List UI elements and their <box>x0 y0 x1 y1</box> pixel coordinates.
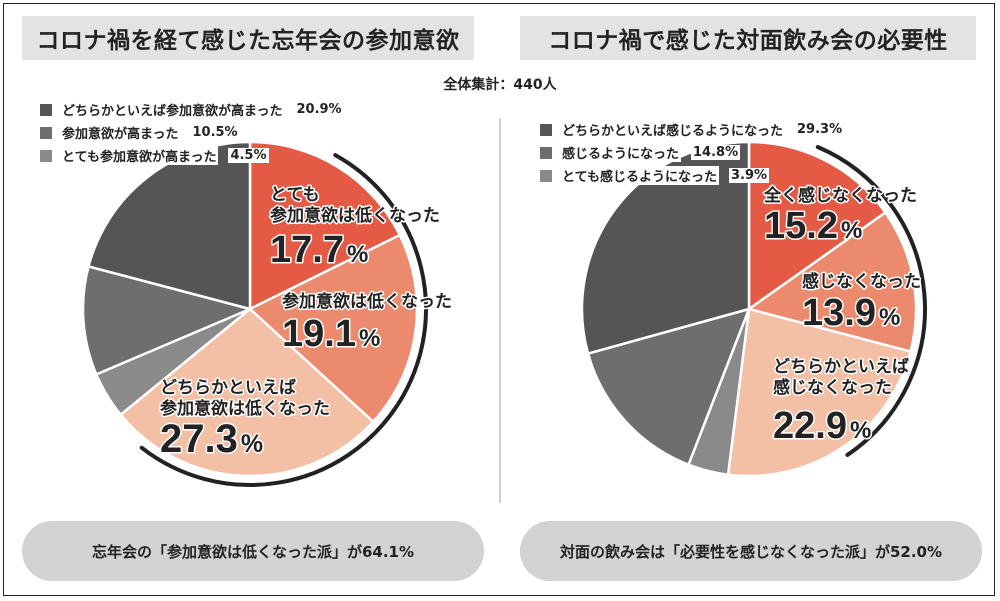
slice-label: とても <box>270 185 320 205</box>
pie-slice <box>586 307 752 467</box>
pie-slice <box>248 140 402 312</box>
slice-percent: 17.7% <box>270 229 368 271</box>
outer-arc <box>815 144 928 457</box>
legend-label: 参加意欲が高まった <box>60 123 181 142</box>
legend-item: どちらかといえば参加意欲が高まった 20.9% <box>40 98 344 121</box>
pie-slice <box>86 140 252 311</box>
legend-item: 感じるようになった 14.8% <box>540 141 844 164</box>
legend-value: 3.9% <box>728 168 770 183</box>
legend-item: 参加意欲が高まった 10.5% <box>40 121 344 144</box>
slice-percent: 15.2% <box>764 205 862 247</box>
slice-label: 参加意欲は低くなった <box>282 291 452 312</box>
legend-value: 14.8% <box>691 145 741 160</box>
slice-percent: 22.9% <box>773 405 871 447</box>
legend-label: どちらかといえば参加意欲が高まった <box>60 100 285 119</box>
slice-label: 全く感じなくなった <box>763 185 917 206</box>
pie-slice <box>747 140 888 312</box>
pie-slice <box>118 307 375 478</box>
legend-label: どちらかといえば感じるようになった <box>560 120 786 139</box>
legend-label: 感じるようになった <box>560 143 682 162</box>
pie-slice <box>746 210 918 354</box>
total-respondents: 全体集計：440人 <box>443 77 557 93</box>
slice-label: 参加意欲は低くなった <box>270 205 440 226</box>
summary-left: 忘年会の「参加意欲は低くなった派」が64.1% <box>22 521 484 581</box>
slice-label: どちらかといえば <box>773 357 909 377</box>
slice-label: 感じなくなった <box>802 271 921 292</box>
center-divider <box>499 118 501 503</box>
slice-percent: 27.3% <box>160 417 263 461</box>
chart-title-right: コロナ禍で感じた対面飲み会の必要性 <box>520 16 976 60</box>
pie-slice <box>247 233 419 424</box>
legend-swatch <box>40 126 52 139</box>
legend-label: とても感じるようになった <box>560 166 719 185</box>
legend-item: とても感じるようになった 3.9% <box>540 164 844 187</box>
legend-right: どちらかといえば感じるようになった 29.3% 感じるようになった 14.8% … <box>540 118 845 187</box>
legend-swatch <box>540 123 552 136</box>
legend-item: とても参加意欲が高まった 4.5% <box>40 144 344 167</box>
summary-right: 対面の飲み会は「必要性を感じなくなった派」が52.0% <box>520 521 982 581</box>
legend-value: 4.5% <box>228 148 269 163</box>
legend-label: とても参加意欲が高まった <box>60 146 219 165</box>
slice-label: 感じなくなった <box>773 377 892 398</box>
pie-slice <box>81 264 254 376</box>
chart-title-left: コロナ禍を経て感じた忘年会の参加意欲 <box>22 16 474 60</box>
legend-swatch <box>540 146 552 159</box>
legend-swatch <box>40 149 52 162</box>
legend-left: どちらかといえば参加意欲が高まった 20.9% 参加意欲が高まった 10.5% … <box>40 98 344 167</box>
pie-slice <box>726 307 913 478</box>
legend-swatch <box>540 169 552 182</box>
legend-swatch <box>40 103 52 116</box>
slice-percent: 19.1% <box>282 313 380 355</box>
legend-item: どちらかといえば感じるようになった 29.3% <box>540 118 845 141</box>
legend-value: 29.3% <box>795 122 845 137</box>
slice-label: どちらかといえば <box>160 378 296 398</box>
slice-label: 参加意欲は低くなった <box>160 398 330 419</box>
slice-percent: 13.9% <box>802 292 900 334</box>
legend-value: 20.9% <box>294 102 344 117</box>
outer-arc <box>139 153 428 487</box>
legend-value: 10.5% <box>190 125 240 140</box>
